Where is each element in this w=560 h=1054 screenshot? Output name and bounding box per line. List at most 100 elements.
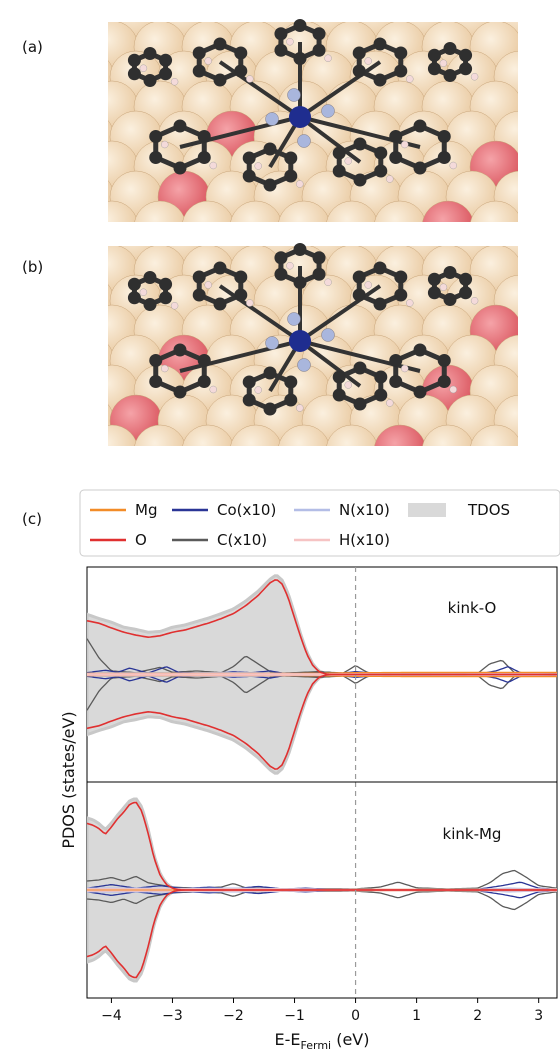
- carbon-atom: [332, 370, 346, 384]
- carbon-atom: [127, 67, 141, 81]
- carbon-atom: [394, 288, 408, 302]
- nitrogen-atom: [321, 104, 335, 118]
- surface-atom: [470, 200, 518, 222]
- carbon-atom: [293, 276, 307, 289]
- hydrogen-atom: [170, 302, 179, 310]
- carbon-atom: [192, 288, 206, 302]
- surface-atom: [230, 200, 282, 222]
- phthalocyanine-molecule: [127, 243, 479, 416]
- carbon-atom: [143, 298, 157, 311]
- hydrogen-atom: [401, 364, 409, 373]
- carbon-atom: [159, 67, 173, 81]
- surface-atom: [422, 424, 474, 446]
- hydrogen-atom: [439, 283, 448, 291]
- surface-atom: [108, 404, 115, 438]
- surface-atom: [108, 180, 115, 214]
- carbon-atom: [389, 130, 403, 143]
- carbon-atom: [443, 42, 457, 55]
- legend-label-mg: Mg: [135, 501, 157, 519]
- carbon-atom: [192, 270, 206, 284]
- carbon-atom: [213, 297, 227, 311]
- carbon-atom: [159, 53, 173, 67]
- carbon-atom: [459, 286, 473, 300]
- carbon-atom: [143, 47, 157, 60]
- carbon-atom: [143, 271, 157, 284]
- carbon-atom: [234, 288, 248, 302]
- hydrogen-atom: [344, 381, 352, 389]
- carbon-atom: [312, 27, 326, 41]
- carbon-atom: [263, 366, 277, 380]
- legend-label-co-x10: Co(x10): [217, 501, 276, 519]
- hydrogen-atom: [246, 299, 254, 307]
- carbon-atom: [197, 354, 211, 367]
- panel-label-a: (a): [22, 38, 43, 56]
- carbon-atom: [127, 291, 141, 305]
- carbon-atom: [263, 178, 277, 192]
- series-o-down: [87, 673, 557, 770]
- carbon-atom: [159, 291, 173, 305]
- x-tick-label: −3: [162, 1008, 183, 1024]
- hydrogen-atom: [204, 281, 212, 289]
- hydrogen-atom: [401, 140, 409, 149]
- nitrogen-atom: [321, 328, 335, 342]
- carbon-atom: [352, 64, 366, 78]
- hydrogen-atom: [449, 385, 457, 394]
- surface-atom: [230, 424, 282, 446]
- hydrogen-atom: [139, 64, 148, 72]
- carbon-atom: [394, 46, 408, 60]
- surface-atom: [134, 200, 186, 222]
- carbon-atom: [413, 119, 427, 133]
- pdos-plot: kink-O kink-Mg −4 −3 −2 −1 0 1 2 3: [86, 566, 558, 1024]
- legend-swatch-tdos: [408, 503, 446, 517]
- nitrogen-atom: [297, 358, 311, 372]
- carbon-atom: [293, 52, 307, 65]
- x-tick-label: 1: [412, 1008, 421, 1024]
- carbon-atom: [352, 288, 366, 302]
- carbon-atom: [127, 277, 141, 291]
- carbon-atom: [274, 267, 288, 281]
- surface-atom: [278, 424, 330, 446]
- x-tick-label: 2: [473, 1008, 482, 1024]
- hydrogen-atom: [344, 157, 352, 165]
- carbon-atom: [274, 251, 288, 265]
- x-axis-title-sub: Fermi: [301, 1039, 332, 1052]
- carbon-atom: [459, 48, 473, 62]
- carbon-atom: [373, 261, 387, 275]
- carbon-atom: [263, 402, 277, 416]
- carbon-atom: [149, 151, 163, 164]
- carbon-atom: [353, 397, 367, 411]
- surface-atom: [108, 284, 115, 318]
- hydrogen-atom: [470, 73, 479, 81]
- hydrogen-atom: [254, 162, 262, 170]
- carbon-atom: [332, 146, 346, 160]
- surface-atom: [108, 246, 114, 258]
- hydrogen-atom: [209, 385, 217, 394]
- y-axis-title: PDOS (states/eV): [59, 711, 78, 848]
- carbon-atom: [389, 151, 403, 164]
- hydrogen-atom: [139, 288, 148, 296]
- carbon-atom: [293, 19, 307, 32]
- carbon-atom: [149, 375, 163, 388]
- carbon-atom: [242, 393, 256, 407]
- panel-label-b: (b): [22, 258, 43, 276]
- carbon-atom: [374, 370, 388, 384]
- carbon-atom: [443, 293, 457, 306]
- carbon-atom: [332, 164, 346, 178]
- carbon-atom: [143, 74, 157, 87]
- carbon-atom: [394, 270, 408, 284]
- carbon-atom: [459, 62, 473, 76]
- surface-atom: [134, 424, 186, 446]
- carbon-atom: [459, 272, 473, 286]
- carbon-atom: [159, 277, 173, 291]
- hydrogen-atom: [296, 180, 304, 188]
- legend-label-o: O: [135, 531, 147, 549]
- hydrogen-atom: [296, 404, 304, 412]
- carbon-atom: [443, 69, 457, 82]
- hydrogen-atom: [386, 175, 394, 183]
- cobalt-atom: [289, 106, 311, 128]
- hydrogen-atom: [286, 38, 294, 46]
- carbon-atom: [427, 286, 441, 300]
- carbon-atom: [197, 375, 211, 388]
- series-o-down: [87, 889, 557, 979]
